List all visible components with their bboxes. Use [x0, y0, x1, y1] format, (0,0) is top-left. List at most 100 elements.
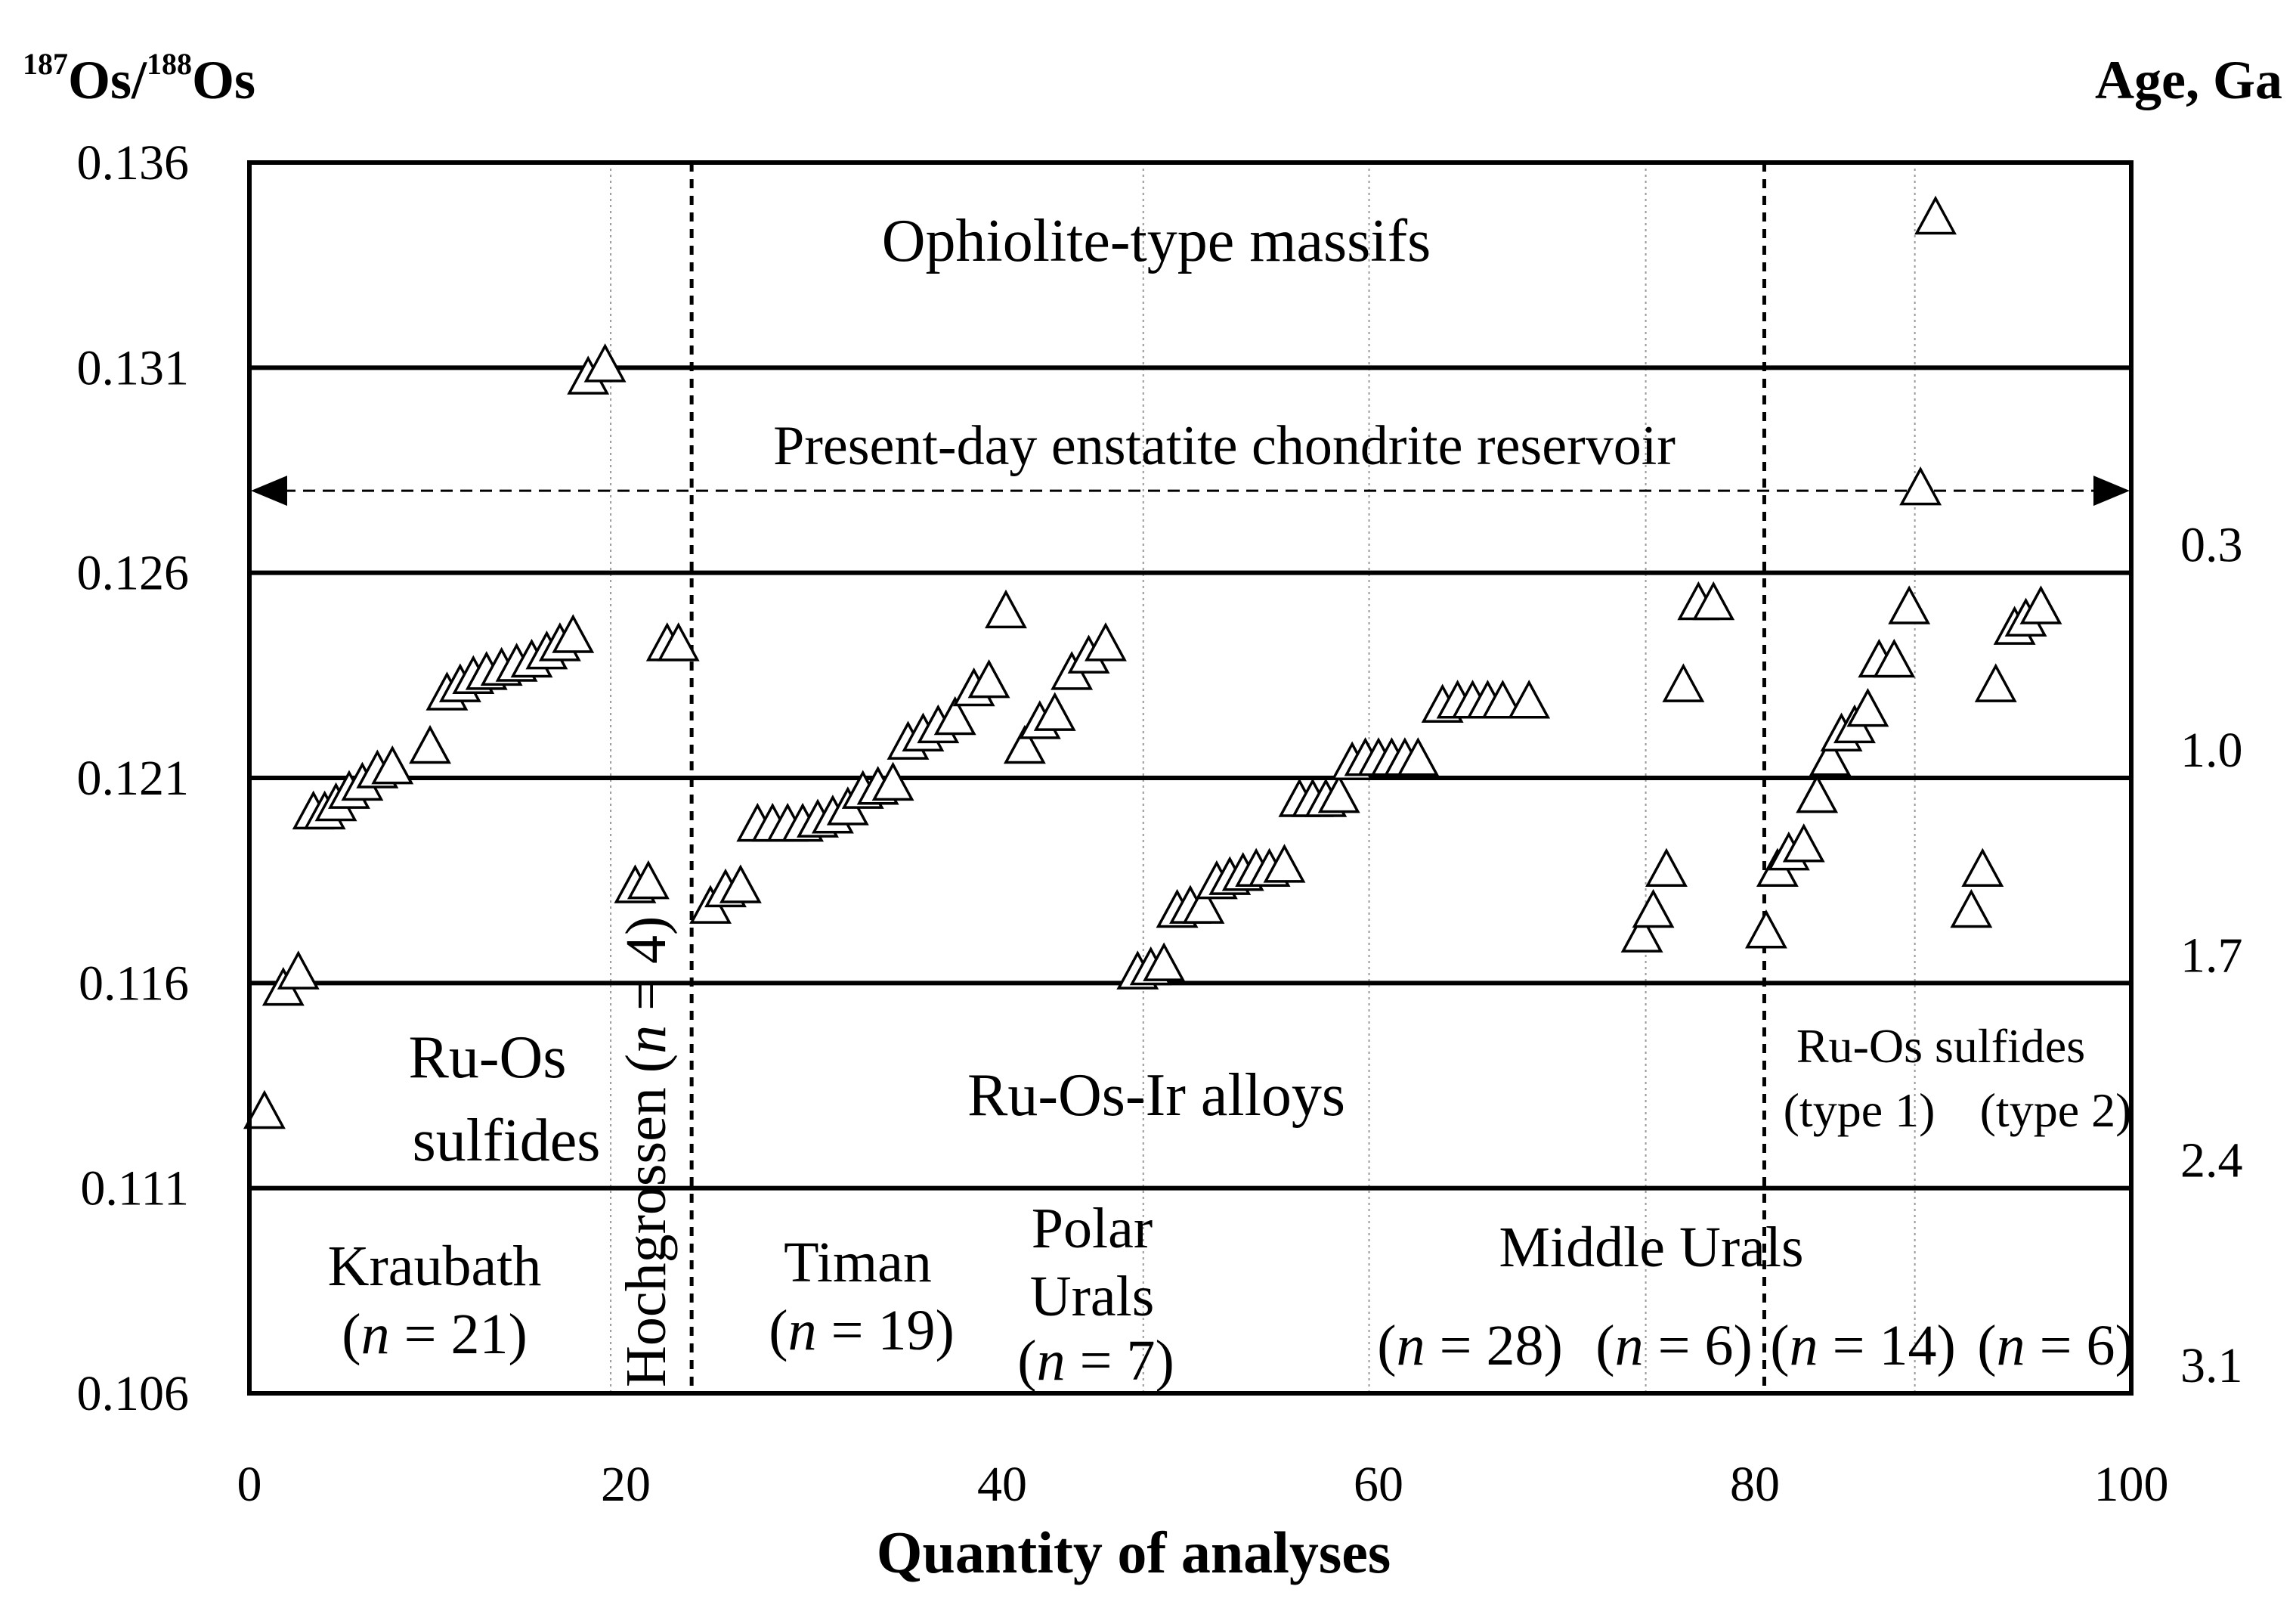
data-point	[1397, 737, 1440, 776]
data-point	[1481, 680, 1524, 719]
y-axis-label: 187Os/188Os	[23, 47, 255, 110]
timan-n-label: (n = 19)	[769, 1299, 955, 1362]
data-point	[1692, 581, 1735, 621]
polar-urals-n-label: (n = 7)	[1017, 1329, 1174, 1393]
data-point	[1632, 888, 1675, 928]
middle-urals-n1-label: (n = 28)	[1377, 1314, 1563, 1377]
data-point	[1317, 773, 1360, 813]
polar-urals-n: 7	[1126, 1329, 1155, 1393]
data-point	[1143, 942, 1186, 981]
y-label-sup1: 187	[23, 47, 68, 81]
data-point	[1914, 195, 1957, 235]
data-point	[277, 950, 320, 990]
reservoir-label: Present-day enstatite chondrite reservoi…	[773, 415, 1676, 477]
x-tick-label: 60	[1354, 1457, 1403, 1512]
y-tick-label: 0.126	[77, 546, 190, 601]
timan-label: Timan	[784, 1231, 932, 1294]
polar-urals-label-line1: Polar	[1032, 1197, 1153, 1260]
data-point	[1782, 823, 1825, 863]
data-point	[1662, 663, 1705, 702]
sulfides-right-label: Ru-Os sulfides	[1796, 1019, 2085, 1073]
data-point	[871, 761, 914, 801]
timan-n: 19	[877, 1299, 935, 1362]
middle-urals-n4: 6	[2086, 1314, 2115, 1377]
x-tick-label: 0	[237, 1457, 262, 1512]
data-point	[552, 614, 595, 653]
x-tick-label: 20	[601, 1457, 651, 1512]
age-tick-label: 1.7	[2180, 928, 2243, 983]
data-point	[1620, 913, 1663, 953]
data-point	[967, 659, 1010, 699]
type2-label: (type 2)	[1980, 1083, 2132, 1137]
data-point	[583, 343, 627, 383]
age-tick-label: 1.0	[2180, 723, 2243, 778]
y-tick-label: 0.111	[80, 1161, 189, 1216]
middle-urals-label: Middle Urals	[1499, 1216, 1803, 1279]
kraubath-n: 21	[450, 1303, 508, 1366]
kraubath-label: Kraubath	[328, 1235, 542, 1298]
age-axis-label: Age, Ga	[2095, 50, 2282, 110]
alloys-label: Ru-Os-Ir alloys	[967, 1062, 1345, 1129]
data-point	[243, 1089, 286, 1129]
x-tick-label: 80	[1730, 1457, 1780, 1512]
data-point	[1508, 680, 1551, 719]
middle-urals-n1: 28	[1486, 1314, 1543, 1377]
middle-urals-n3-label: (n = 14)	[1770, 1314, 1956, 1377]
y-label-sup2: 188	[147, 47, 192, 81]
data-point	[1263, 844, 1306, 883]
middle-urals-n2-label: (n = 6)	[1595, 1314, 1753, 1377]
ru-os-sulfides-label-line2: sulfides	[413, 1108, 601, 1174]
reservoir-arrow-left	[251, 476, 287, 507]
data-point	[1899, 466, 1942, 506]
data-point	[657, 622, 700, 661]
y-label-s2: Os	[192, 50, 255, 110]
data-point	[409, 724, 451, 764]
data-point	[1744, 909, 1787, 949]
kraubath-n-label: (n = 21)	[342, 1303, 528, 1366]
middle-urals-n2: 6	[1704, 1314, 1733, 1377]
y-label-s1: Os/	[68, 50, 147, 110]
y-tick-label: 0.106	[77, 1366, 190, 1421]
age-tick-label: 3.1	[2180, 1338, 2243, 1393]
data-point	[371, 745, 414, 785]
data-point	[719, 864, 762, 903]
ophiolite-label: Ophiolite-type massifs	[882, 208, 1431, 274]
ru-os-sulfides-label-line1: Ru-Os	[409, 1024, 567, 1091]
data-point	[1085, 622, 1127, 661]
data-point	[933, 696, 976, 736]
middle-urals-n4-label: (n = 6)	[1977, 1314, 2134, 1377]
middle-urals-n3: 14	[1879, 1314, 1936, 1377]
x-tick-label: 100	[2094, 1457, 2169, 1512]
reservoir-arrow-right	[2093, 476, 2130, 507]
y-tick-label: 0.116	[79, 956, 189, 1011]
y-tick-label: 0.131	[77, 340, 190, 395]
plot-frame	[247, 160, 2134, 1396]
data-point	[1974, 663, 2017, 702]
hochgrossen-name: Hochgrossen	[614, 1087, 678, 1387]
data-point	[1033, 692, 1076, 731]
age-tick-label: 0.3	[2180, 518, 2243, 573]
hochgrossen-n: 4	[614, 935, 678, 964]
data-point	[1950, 888, 1993, 928]
data-point	[1003, 724, 1046, 764]
hochgrossen-label: Hochgrossen (n = 4)	[614, 916, 678, 1387]
data-point	[1645, 847, 1688, 888]
data-point	[1182, 885, 1225, 924]
x-tick-label: 40	[977, 1457, 1027, 1512]
y-tick-label: 0.121	[77, 751, 190, 806]
x-axis-label: Quantity of analyses	[877, 1520, 1391, 1585]
age-tick-label: 2.4	[2180, 1133, 2243, 1188]
data-point	[985, 589, 1027, 629]
data-point	[1873, 638, 1916, 678]
data-point	[2019, 585, 2062, 624]
polar-urals-label-line2: Urals	[1030, 1265, 1155, 1328]
data-point	[1961, 847, 2004, 888]
data-point	[1796, 773, 1839, 813]
data-point	[1846, 687, 1889, 727]
type1-label: (type 1)	[1784, 1083, 1936, 1137]
y-tick-label: 0.136	[77, 135, 190, 191]
data-point	[1888, 585, 1931, 624]
data-point	[627, 860, 670, 900]
data-point	[1809, 737, 1852, 776]
